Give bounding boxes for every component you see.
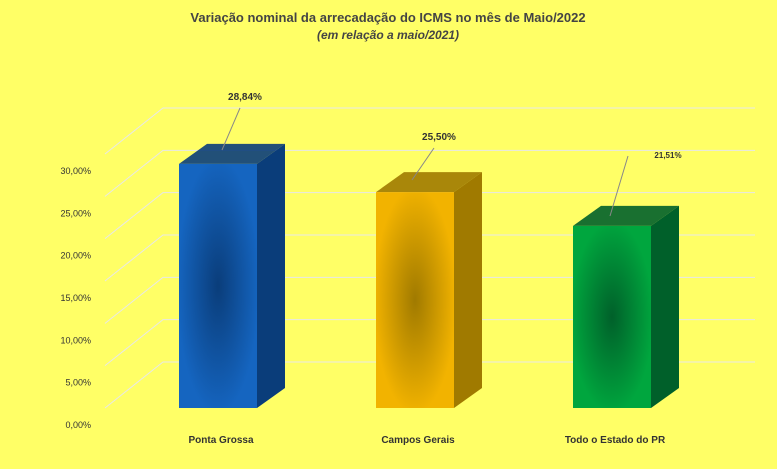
bar-top: [179, 143, 285, 164]
bar-front: [179, 163, 257, 408]
gridline: [104, 149, 755, 197]
gridline: [104, 234, 755, 282]
data-label: 21,51%: [654, 151, 681, 160]
bar-side: [257, 143, 285, 408]
y-tick-label: 0,00%: [65, 420, 91, 430]
gridline: [104, 319, 755, 367]
y-tick-label: 5,00%: [65, 378, 91, 388]
gridline: [104, 361, 755, 409]
x-category-label: Todo o Estado do PR: [565, 435, 666, 446]
bar-2: [376, 172, 482, 408]
bar-side: [651, 205, 679, 408]
data-label: 28,84%: [228, 92, 262, 103]
gridlines: [104, 107, 755, 409]
chart-subtitle: (em relação a maio/2021): [317, 28, 459, 42]
x-category-label: Campos Gerais: [381, 435, 455, 446]
bar-top: [573, 205, 679, 226]
data-label-leader: [411, 147, 435, 181]
data-label: 25,50%: [422, 132, 456, 143]
bar-front: [376, 192, 454, 408]
gridline: [104, 276, 755, 324]
data-label-leader: [609, 155, 629, 217]
data-label-leader: [221, 107, 241, 151]
y-tick-label: 30,00%: [60, 166, 91, 176]
bar-3: [573, 205, 679, 408]
gridline: [104, 107, 755, 155]
chart-title: Variação nominal da arrecadação do ICMS …: [190, 10, 585, 25]
bar-top: [376, 172, 482, 193]
y-tick-label: 15,00%: [60, 293, 91, 303]
y-tick-label: 25,00%: [60, 208, 91, 218]
gridline: [104, 192, 755, 240]
y-tick-label: 20,00%: [60, 251, 91, 261]
bar-side: [454, 172, 482, 408]
x-category-label: Ponta Grossa: [188, 435, 253, 446]
bar-1: [179, 143, 285, 408]
y-tick-label: 10,00%: [60, 335, 91, 345]
data-labels: 28,84% 25,50% 21,51%: [221, 92, 682, 217]
bars: [179, 143, 679, 408]
x-axis-labels: Ponta Grossa Campos Gerais Todo o Estado d…: [188, 435, 665, 446]
y-axis-ticks: 0,00% 5,00% 10,00% 15,00% 20,00% 25,00% 30,00%: [60, 166, 91, 430]
bar-front: [573, 225, 651, 408]
